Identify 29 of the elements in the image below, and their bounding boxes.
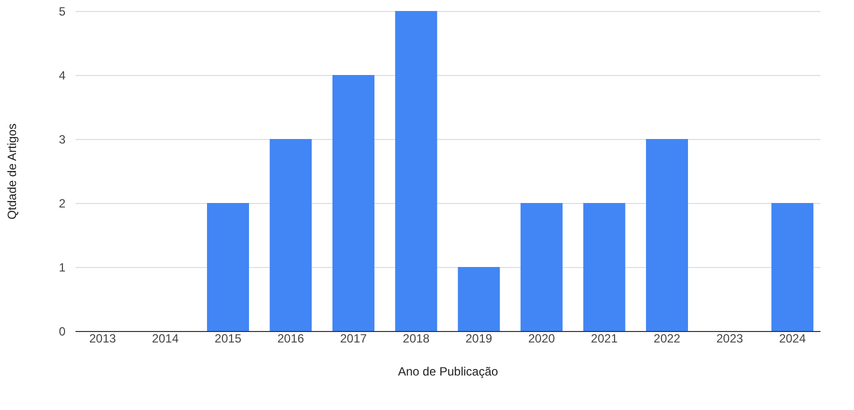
x-tick-label: 2018 [402, 332, 430, 346]
y-tick-label: 5 [58, 4, 66, 18]
x-tick-label: 2013 [89, 332, 116, 346]
x-tick-label: 2014 [152, 332, 179, 346]
x-tick-label: 2017 [340, 332, 368, 346]
y-tick-label: 3 [58, 132, 66, 146]
bar [520, 203, 563, 331]
bar [583, 203, 626, 331]
bar [646, 139, 688, 331]
bar [771, 203, 814, 331]
x-tick-label: 2024 [779, 332, 806, 346]
bar [395, 11, 438, 331]
y-tick-label: 4 [58, 68, 66, 82]
x-tick-label: 2016 [277, 332, 304, 346]
x-tick-label: 2022 [654, 332, 681, 346]
y-tick-label: 2 [58, 196, 66, 210]
x-tick-label: 2020 [528, 332, 556, 346]
x-axis-title: Ano de Publicação [398, 364, 498, 378]
y-tick-label: 0 [58, 324, 66, 338]
y-axis-title: Qtdade de Artigos [4, 123, 19, 220]
bar [270, 139, 312, 331]
bar [332, 75, 374, 331]
x-tick-label: 2019 [466, 332, 493, 346]
bar [458, 267, 500, 331]
x-tick-label: 2015 [214, 332, 242, 346]
x-tick-label: 2023 [716, 332, 744, 346]
bar [207, 203, 250, 331]
y-tick-label: 1 [58, 260, 66, 274]
x-tick-label: 2021 [590, 332, 618, 346]
